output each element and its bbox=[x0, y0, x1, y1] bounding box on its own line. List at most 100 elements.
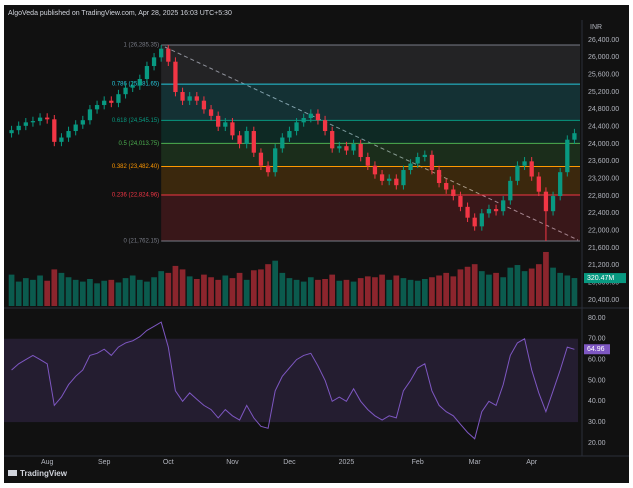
candle-body bbox=[265, 165, 271, 173]
currency-label: INR bbox=[590, 24, 602, 31]
volume-bar bbox=[37, 275, 43, 306]
candle-body bbox=[565, 139, 570, 173]
volume-bar bbox=[486, 274, 492, 306]
volume-bar bbox=[336, 280, 343, 306]
candle-body bbox=[208, 109, 214, 116]
candle-body bbox=[408, 163, 413, 171]
candle-body bbox=[422, 154, 427, 158]
candle-body bbox=[144, 66, 150, 80]
candle-body bbox=[308, 113, 313, 119]
candle-body bbox=[180, 92, 185, 101]
y-tick-label: 26,400.00 bbox=[588, 37, 619, 44]
candle-body bbox=[465, 206, 470, 218]
volume-bar bbox=[357, 278, 364, 306]
volume-bar bbox=[550, 267, 556, 306]
candle-body bbox=[237, 135, 242, 145]
candle-body bbox=[522, 161, 527, 166]
volume-bar bbox=[186, 276, 193, 306]
candle-body bbox=[372, 165, 378, 175]
y-tick-label: 25,600.00 bbox=[588, 72, 619, 79]
volume-bar bbox=[543, 251, 549, 306]
candle-body bbox=[401, 170, 406, 186]
volume-bar bbox=[179, 269, 186, 306]
volume-bar bbox=[443, 272, 450, 306]
volume-bar bbox=[122, 278, 129, 306]
candle-body bbox=[365, 157, 370, 166]
x-tick-label: Oct bbox=[163, 459, 174, 466]
volume-bar bbox=[258, 269, 264, 306]
candle-body bbox=[287, 131, 292, 138]
candle-body bbox=[94, 105, 100, 110]
volume-bar bbox=[528, 268, 535, 306]
candle-body bbox=[102, 100, 107, 106]
candle-body bbox=[415, 157, 420, 164]
candle-body bbox=[9, 130, 14, 134]
volume-bar bbox=[79, 281, 86, 306]
candle-body bbox=[230, 122, 235, 136]
rsi-tick-label: 40.00 bbox=[588, 398, 606, 405]
fib-label: 0.236 (22,824.96) bbox=[112, 193, 159, 199]
chart-background bbox=[4, 5, 629, 483]
candle-body bbox=[116, 94, 121, 103]
candle-body bbox=[23, 122, 28, 126]
brand: TradingView bbox=[20, 469, 68, 478]
volume-bar bbox=[350, 281, 357, 306]
volume-bar bbox=[108, 279, 115, 306]
volume-bar bbox=[44, 280, 51, 306]
candle-body bbox=[479, 213, 484, 227]
candle-body bbox=[550, 196, 556, 212]
rsi-tag-label: 64.96 bbox=[587, 346, 605, 353]
candle-body bbox=[109, 100, 114, 103]
volume-bar bbox=[407, 279, 414, 306]
volume-bar bbox=[564, 275, 571, 306]
volume-tag-label: 320.47M bbox=[587, 275, 614, 282]
volume-bar bbox=[535, 264, 542, 306]
volume-bar bbox=[329, 274, 336, 306]
fib-label: 0.618 (24,545.15) bbox=[112, 118, 159, 124]
volume-bar bbox=[507, 267, 514, 306]
candle-body bbox=[45, 117, 50, 120]
candle-body bbox=[529, 161, 534, 177]
volume-bar bbox=[250, 270, 257, 306]
volume-bar bbox=[8, 274, 15, 306]
volume-bar bbox=[22, 278, 29, 306]
candle-body bbox=[558, 172, 563, 197]
y-tick-label: 24,800.00 bbox=[588, 106, 619, 113]
volume-bar bbox=[514, 265, 521, 306]
volume-bar bbox=[343, 279, 350, 306]
volume-bar bbox=[201, 274, 207, 306]
volume-bar bbox=[94, 283, 100, 306]
logo bbox=[8, 470, 17, 476]
candle-body bbox=[344, 146, 349, 151]
y-tick-label: 25,200.00 bbox=[588, 89, 619, 96]
volume-bar bbox=[129, 275, 136, 306]
y-tick-label: 22,000.00 bbox=[588, 228, 619, 235]
volume-bar bbox=[421, 278, 428, 306]
volume-bar bbox=[193, 278, 200, 306]
x-tick-label: Apr bbox=[526, 459, 538, 466]
candle-body bbox=[330, 131, 335, 149]
candle-body bbox=[572, 133, 577, 140]
volume-bar bbox=[557, 272, 564, 306]
candle-body bbox=[187, 96, 192, 101]
logo-mark bbox=[8, 470, 17, 476]
candle-body bbox=[159, 48, 164, 58]
x-tick-label: 2025 bbox=[339, 459, 355, 466]
candle-body bbox=[223, 122, 228, 127]
volume-bar bbox=[222, 275, 229, 306]
y-tick-label: 24,000.00 bbox=[588, 141, 619, 148]
volume-bar bbox=[293, 279, 300, 306]
volume-bar bbox=[115, 282, 122, 306]
candle-body bbox=[472, 217, 477, 227]
x-tick-label: Dec bbox=[283, 459, 296, 466]
fib-label: 1 (26,285.35) bbox=[123, 43, 159, 49]
y-tick-label: 24,400.00 bbox=[588, 124, 619, 131]
volume-bar bbox=[300, 281, 307, 306]
candle-body bbox=[194, 96, 199, 101]
volume-bar bbox=[457, 269, 464, 306]
volume-bar bbox=[229, 278, 236, 306]
candle-body bbox=[258, 152, 264, 166]
volume-bar bbox=[315, 279, 321, 306]
candle-body bbox=[315, 113, 321, 121]
